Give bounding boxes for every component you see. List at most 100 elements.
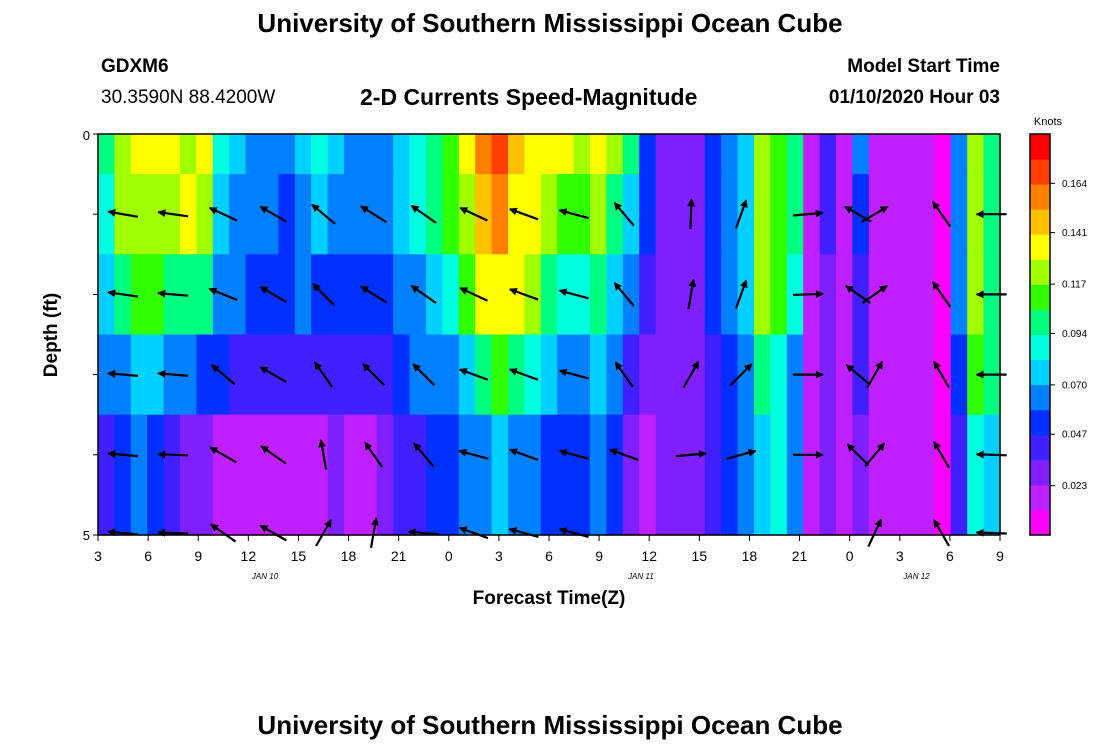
- heatmap-cell: [721, 334, 739, 416]
- current-vector-arrow: [558, 448, 589, 460]
- heatmap-cell: [426, 174, 443, 255]
- footer-title: University of Southern Mississippi Ocean…: [257, 710, 843, 740]
- heatmap-cell: [803, 134, 821, 175]
- heatmap-cell: [901, 414, 919, 536]
- heatmap-cell: [721, 254, 739, 336]
- colorbar-tick-label: 0.141: [1062, 228, 1087, 239]
- heatmap-cell: [327, 254, 345, 336]
- heatmap-cell: [130, 254, 148, 336]
- colorbar-segment: [1030, 384, 1050, 411]
- heatmap-cell: [442, 174, 460, 255]
- current-vector-arrow: [609, 448, 639, 461]
- heatmap-cell: [639, 334, 657, 416]
- heatmap-cell: [212, 174, 230, 255]
- current-vector-arrow: [933, 440, 950, 469]
- current-vector-arrow: [412, 363, 436, 386]
- current-vector-arrow: [933, 519, 950, 547]
- x-tick-label: 18: [341, 548, 357, 564]
- heatmap-cell: [737, 174, 755, 255]
- x-tick-label: 9: [194, 548, 202, 564]
- heatmap-cell: [409, 254, 427, 336]
- station-id: GDXM6: [101, 56, 169, 77]
- heatmap-cell: [885, 174, 903, 255]
- current-vectors: [107, 198, 1007, 548]
- heatmap-cell: [409, 414, 427, 536]
- current-vector-arrow: [459, 206, 488, 222]
- heatmap-cell: [180, 334, 197, 416]
- y-tick-bottom: 5: [83, 528, 90, 543]
- current-vector-arrow: [318, 439, 328, 470]
- current-vector-arrow: [208, 206, 238, 222]
- heatmap-cell: [754, 334, 771, 416]
- heatmap-cell: [606, 254, 624, 336]
- heatmap-cell: [147, 414, 165, 536]
- current-vector-arrow: [157, 289, 189, 298]
- heatmap-cell: [147, 174, 165, 255]
- current-vector-arrow: [861, 205, 889, 223]
- current-vector-arrow: [312, 283, 335, 306]
- heatmap-cell: [475, 134, 493, 175]
- heatmap-cell: [229, 414, 247, 536]
- heatmap-cell: [524, 334, 542, 416]
- heatmap-cell: [704, 174, 722, 255]
- heatmap-cell: [918, 414, 935, 536]
- current-vector-arrow: [362, 363, 385, 386]
- x-axis-label: Forecast Time(Z): [473, 588, 626, 609]
- heatmap-cell: [836, 174, 853, 255]
- chart-subtitle: 2-D Currents Speed-Magnitude: [360, 84, 698, 110]
- x-tick-label: 15: [692, 548, 708, 564]
- heatmap-cell: [754, 254, 771, 336]
- heatmap-cell: [229, 254, 247, 336]
- current-vector-arrow: [107, 528, 139, 537]
- station-coordinates: 30.3590N 88.4200W: [101, 87, 276, 108]
- heatmap-cell: [393, 334, 411, 416]
- heatmap-cell: [114, 414, 132, 536]
- heatmap-cell: [622, 334, 640, 416]
- heatmap-cell: [918, 254, 935, 336]
- heatmap-cell: [278, 254, 296, 336]
- current-vector-arrow: [682, 360, 700, 389]
- heatmap-cell: [491, 254, 509, 336]
- heatmap-cell: [770, 134, 788, 175]
- heatmap-cell: [721, 174, 739, 255]
- current-vector-arrow: [687, 198, 696, 230]
- colorbar-ticks: 0.164 0.141 0.117 0.094 0.070 0.047 0.023: [1050, 179, 1087, 492]
- current-vector-arrow: [613, 201, 635, 227]
- heatmap-cell: [852, 254, 870, 336]
- heatmap-cell: [836, 254, 853, 336]
- x-tick-label: 21: [792, 548, 808, 564]
- heatmap-cell: [458, 254, 476, 336]
- heatmap-cell: [868, 174, 886, 255]
- heatmap-cell: [311, 134, 329, 175]
- heatmap-cell: [836, 134, 853, 175]
- heatmap-cell: [327, 414, 345, 536]
- heatmap-cell: [245, 334, 263, 416]
- heatmap-cell: [770, 334, 788, 416]
- current-vector-arrow: [211, 364, 236, 386]
- heatmap-cell: [376, 414, 394, 536]
- heatmap-cell: [688, 134, 706, 175]
- current-vector-arrow: [315, 519, 332, 547]
- heatmap-cell: [278, 134, 296, 175]
- heatmap-cell: [229, 334, 247, 416]
- current-vector-arrow: [614, 361, 634, 388]
- heatmap-cell: [540, 254, 558, 336]
- x-tick-label: 6: [144, 548, 152, 564]
- colorbar-segment: [1030, 159, 1050, 185]
- current-vector-arrow: [734, 279, 748, 309]
- heatmap-cell: [606, 174, 624, 255]
- heatmap-cell: [147, 254, 165, 336]
- x-tick-label: 9: [996, 548, 1004, 564]
- colorbar-tick-label: 0.070: [1062, 380, 1087, 391]
- colorbar-segment: [1030, 509, 1050, 536]
- heatmap-cell: [278, 334, 296, 416]
- current-vector-arrow: [846, 443, 870, 467]
- colorbar-segment: [1030, 409, 1050, 436]
- heatmap-cell: [950, 134, 968, 175]
- heatmap-cell: [475, 254, 493, 336]
- heatmap-cell: [311, 174, 329, 255]
- heatmap-cell: [622, 134, 640, 175]
- heatmap-cell: [918, 134, 935, 175]
- heatmap-cell: [409, 174, 427, 255]
- heatmap-cell: [819, 414, 837, 536]
